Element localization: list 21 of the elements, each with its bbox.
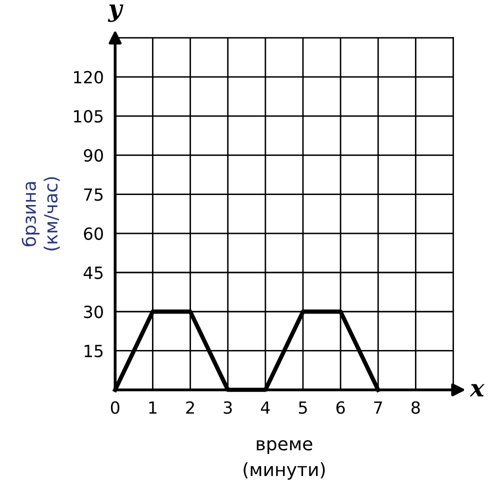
y-tick-label: 120 (74, 70, 103, 84)
x-tick-label: 0 (110, 401, 120, 414)
x-tick-label: 1 (149, 401, 156, 414)
x-axis-title: време (минути) (244, 440, 325, 480)
x-tick-label: 8 (412, 401, 420, 414)
x-tick-label: 4 (260, 401, 270, 414)
y-axis-title: брзина (км/час) (22, 177, 60, 250)
y-tick-label: 90 (84, 149, 103, 162)
y-tick-label: 75 (84, 188, 103, 201)
x-tick-label: 3 (224, 401, 232, 414)
y-tick-label: 45 (84, 266, 103, 280)
y-tick-label: 60 (84, 227, 103, 240)
x-tick-label: 2 (186, 401, 194, 414)
text: x (470, 384, 484, 396)
x-tick-label: 5 (298, 401, 307, 414)
text: y (108, 4, 124, 22)
y-tick-label: 30 (84, 306, 103, 318)
x-tick-label: 6 (336, 401, 345, 414)
y-tick-label: 15 (84, 344, 103, 358)
x-tick-label: 7 (374, 401, 382, 414)
y-tick-label: 105 (74, 110, 103, 123)
